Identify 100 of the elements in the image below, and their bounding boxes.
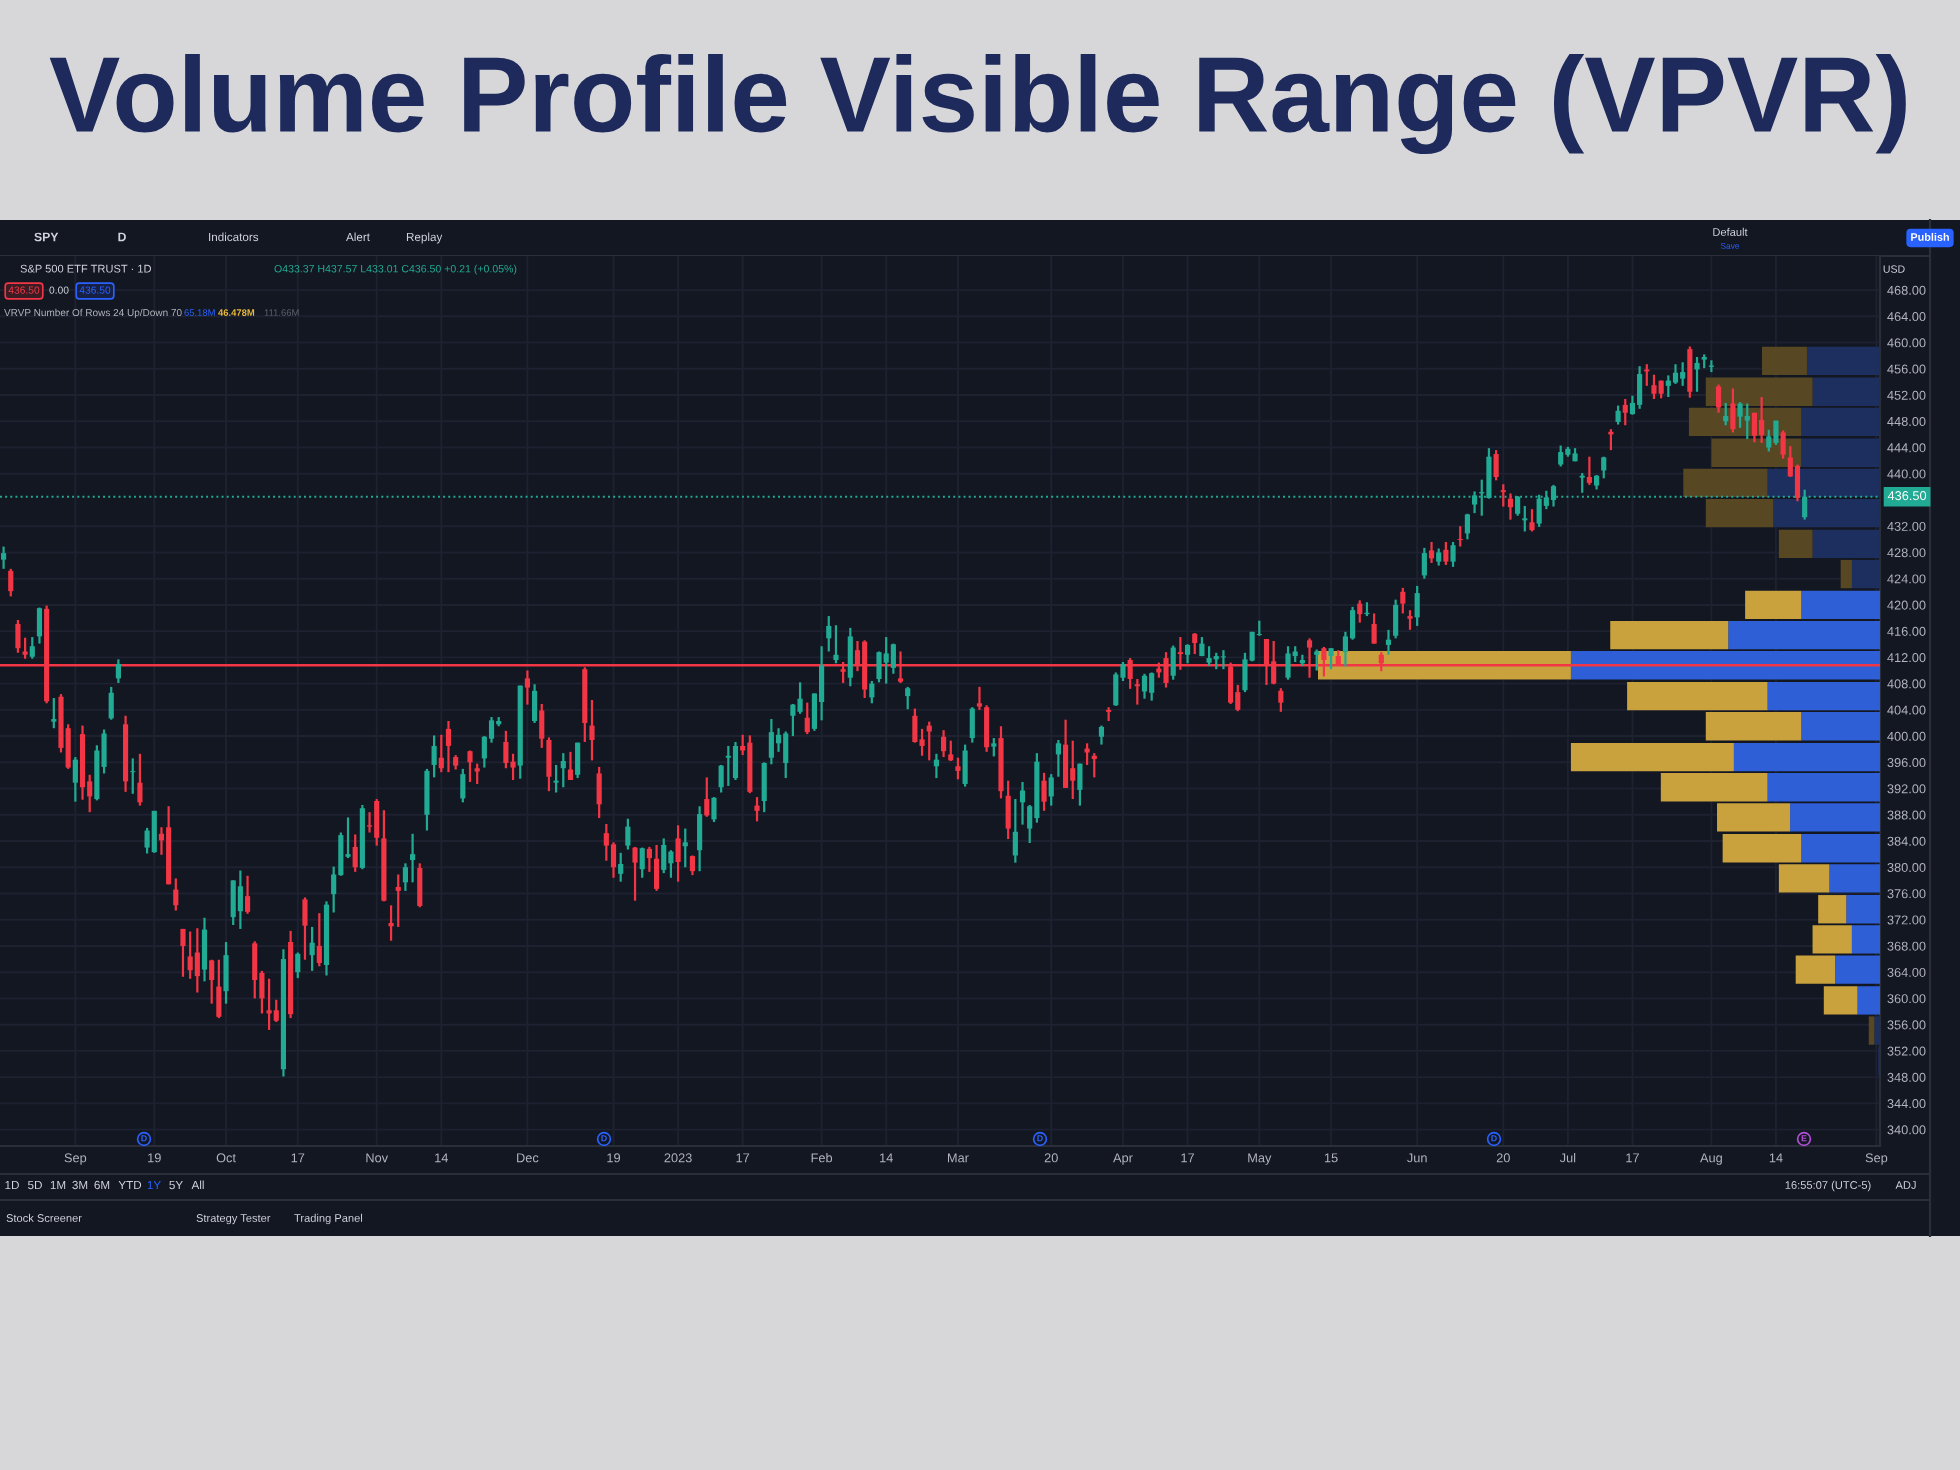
candlestick [618,851,624,883]
candlestick [1615,404,1621,426]
candlestick [847,626,853,688]
candlestick [72,755,78,803]
candlestick [1149,671,1155,702]
candlestick [639,846,645,879]
candlestick [725,744,731,788]
candlestick [1687,345,1693,399]
candlestick [1694,355,1700,393]
candlestick [1443,540,1449,567]
candlestick [1773,419,1779,446]
candlestick [711,795,717,824]
candlestick [1464,512,1470,541]
candlestick [689,854,696,877]
candlestick [1457,525,1463,548]
candlestick [8,567,14,598]
candlestick [1206,645,1212,668]
candlestick [223,940,229,1005]
candlestick [804,701,810,736]
candlestick [417,862,423,909]
candlestick [410,832,416,884]
candlestick [783,730,789,780]
candlestick [732,740,739,782]
candlestick [237,869,243,931]
candlestick [969,706,975,744]
candlestick [194,927,200,994]
candlestick [1529,508,1535,533]
candlestick [675,824,681,883]
candlestick [560,752,566,789]
candlestick [1558,444,1564,468]
candlestick [1048,773,1054,807]
candlestick [1450,540,1456,568]
candlestick [1421,546,1427,580]
candlestick [1715,383,1722,414]
candlestick [115,658,121,685]
candlestick [1357,599,1363,624]
candlestick [1794,463,1801,503]
candlestick [1077,762,1083,807]
candlestick [632,845,638,902]
candlestick [869,679,875,705]
bar [1745,590,1802,620]
candlestick [503,729,509,770]
candlestick [1428,540,1435,565]
candlestick [51,696,57,730]
candlestick [180,927,186,978]
candlestick [596,765,602,820]
candlestick [955,756,961,781]
candlestick [216,958,222,1020]
candlestick [532,683,538,725]
candlestick [1522,504,1528,533]
candlestick [36,606,43,645]
candlestick [826,614,832,653]
candlestick [1019,780,1026,826]
candlestick [883,635,889,685]
candlestick [1507,492,1514,521]
candlestick [395,873,401,929]
candlestick [1680,361,1686,387]
candlestick [1493,449,1499,482]
candlestick [230,879,236,927]
bar [1778,529,1813,559]
candlestick [201,916,208,983]
candlestick [137,752,143,807]
candlestick [151,809,157,854]
candlestick [302,896,308,961]
candlestick [905,685,911,711]
candlestick [575,741,581,780]
candlestick [1134,677,1140,706]
candlestick [524,669,530,706]
candlestick [173,877,179,912]
bar [1868,1016,1875,1045]
candlestick [625,817,631,851]
bar [1610,620,1729,650]
candlestick [295,951,301,980]
candlestick [790,702,796,738]
candlestick [567,750,574,782]
candlestick [1278,687,1284,713]
candlestick [29,635,35,660]
candlestick [1220,649,1227,671]
candlestick [1113,671,1119,708]
candlestick [1637,365,1643,410]
candlestick [252,940,258,1000]
candlestick [1644,363,1650,387]
candlestick [1098,724,1105,746]
candlestick [1622,397,1628,427]
candlestick [991,736,997,758]
candlestick [962,743,968,788]
candlestick [819,645,825,722]
candlestick [1070,739,1076,801]
candlestick [187,930,193,980]
candlestick [1328,647,1334,671]
candlestick [1672,363,1679,385]
candlestick [941,729,947,759]
candlestick [309,925,315,972]
candlestick [1730,387,1736,434]
candlestick [460,767,466,804]
candlestick [445,719,452,774]
candlestick [912,707,918,744]
candlestick [890,642,896,675]
bar [1840,559,1852,589]
candlestick [1012,797,1018,864]
